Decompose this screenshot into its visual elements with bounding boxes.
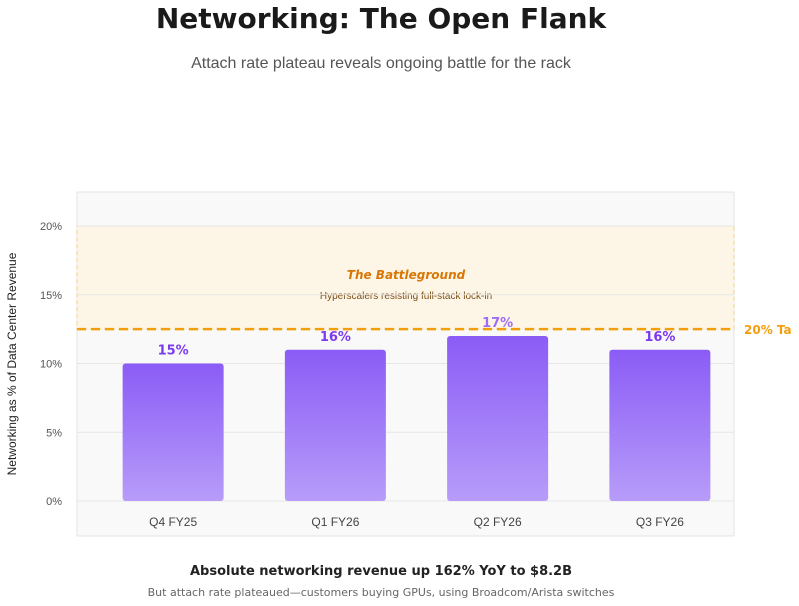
x-tick-label: Q2 FY26 — [474, 515, 522, 529]
y-tick-label: 0% — [46, 496, 62, 508]
x-tick-label: Q4 FY25 — [149, 515, 197, 529]
chart-subtitle: Attach rate plateau reveals ongoing batt… — [191, 55, 571, 72]
x-tick-label: Q3 FY26 — [636, 515, 684, 529]
band-subtitle: Hyperscalers resisting full-stack lock-i… — [320, 291, 492, 302]
y-tick-label: 5% — [46, 427, 62, 439]
bar — [284, 349, 386, 501]
footer-headline: Absolute networking revenue up 162% YoY … — [189, 564, 573, 579]
bar-data-label: 16% — [320, 330, 351, 345]
bar-data-label: 17% — [482, 316, 513, 331]
bar — [609, 349, 711, 501]
bar-data-label: 16% — [644, 330, 675, 345]
y-tick-label: 10% — [40, 359, 62, 371]
y-tick-label: 15% — [40, 290, 62, 302]
y-axis-label: Networking as % of Data Center Revenue — [5, 252, 19, 475]
footer-note: But attach rate plateaued—customers buyi… — [147, 586, 615, 599]
bar — [447, 336, 549, 501]
y-tick-label: 20% — [40, 221, 62, 233]
bar — [122, 363, 224, 501]
bar-data-label: 15% — [158, 344, 189, 359]
target-label: 20% Ta — [744, 323, 792, 337]
x-tick-label: Q1 FY26 — [311, 515, 359, 529]
chart-title: Networking: The Open Flank — [155, 2, 607, 35]
band-title: The Battleground — [347, 268, 466, 282]
